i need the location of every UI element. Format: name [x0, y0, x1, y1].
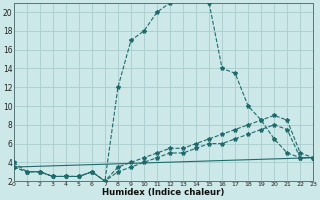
X-axis label: Humidex (Indice chaleur): Humidex (Indice chaleur) [102, 188, 225, 197]
